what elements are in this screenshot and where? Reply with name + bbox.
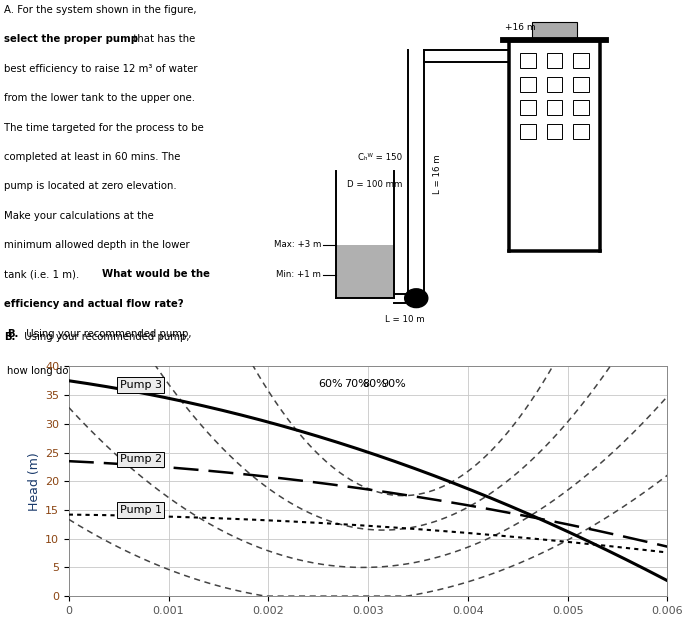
Text: best efficiency to raise 12 m³ of water: best efficiency to raise 12 m³ of water [3,64,197,74]
Bar [520,124,536,139]
Text: 80%: 80% [363,379,387,389]
Text: Min: +1 m: Min: +1 m [277,270,321,279]
Text: L = 10 m: L = 10 m [385,315,424,324]
Bar [520,53,536,68]
Text: Pump 2: Pump 2 [120,455,162,465]
Text: Using your recommended pump,: Using your recommended pump, [21,332,189,342]
X-axis label: Flow (m³/s): Flow (m³/s) [333,620,403,621]
Bar [573,101,589,116]
Text: Pump 3: Pump 3 [120,380,162,390]
Text: tank (i.e. 1 m).: tank (i.e. 1 m). [3,270,82,279]
Text: Using your recommended pump,: Using your recommended pump, [23,329,192,339]
Text: minimum allowed depth in the lower: minimum allowed depth in the lower [3,240,189,250]
Text: 90%: 90% [382,379,407,389]
Text: B.: B. [3,332,15,342]
Bar [520,101,536,116]
Text: efficiency and actual flow rate?: efficiency and actual flow rate? [3,299,183,309]
Bar [547,124,562,139]
Text: Cₕᵂ = 150: Cₕᵂ = 150 [358,153,402,162]
Text: how long does it take the pump to elevate 12 m³ if the water level in the lower : how long does it take the pump to elevat… [7,366,512,376]
Text: completed at least in 60 mins. The: completed at least in 60 mins. The [3,152,180,162]
Text: A. For the system shown in the figure,: A. For the system shown in the figure, [3,5,196,15]
Text: L = 16 m: L = 16 m [433,154,442,194]
Bar [336,245,394,298]
Text: +16 m: +16 m [505,22,536,32]
Text: from the lower tank to the upper one.: from the lower tank to the upper one. [3,93,195,103]
Text: select the proper pump: select the proper pump [3,35,138,45]
Text: 70%: 70% [344,379,369,389]
Text: 60%: 60% [318,379,343,389]
Text: Pump 1: Pump 1 [120,505,162,515]
Text: D = 100 mm: D = 100 mm [347,179,402,189]
Bar [532,22,577,40]
Bar [573,53,589,68]
Text: that has the: that has the [131,35,195,45]
Text: What would be the: What would be the [102,270,209,279]
Text: Make your calculations at the: Make your calculations at the [3,211,153,220]
Text: The time targeted for the process to be: The time targeted for the process to be [3,122,204,133]
Text: pump is located at zero elevation.: pump is located at zero elevation. [3,181,176,191]
Bar [573,124,589,139]
Y-axis label: Head (m): Head (m) [28,452,41,510]
Circle shape [405,289,428,307]
Bar [547,101,562,116]
Text: B.: B. [7,329,19,339]
Bar [547,53,562,68]
Bar [547,77,562,92]
Text: Max: +3 m: Max: +3 m [274,240,321,249]
Bar [520,77,536,92]
Bar [573,77,589,92]
